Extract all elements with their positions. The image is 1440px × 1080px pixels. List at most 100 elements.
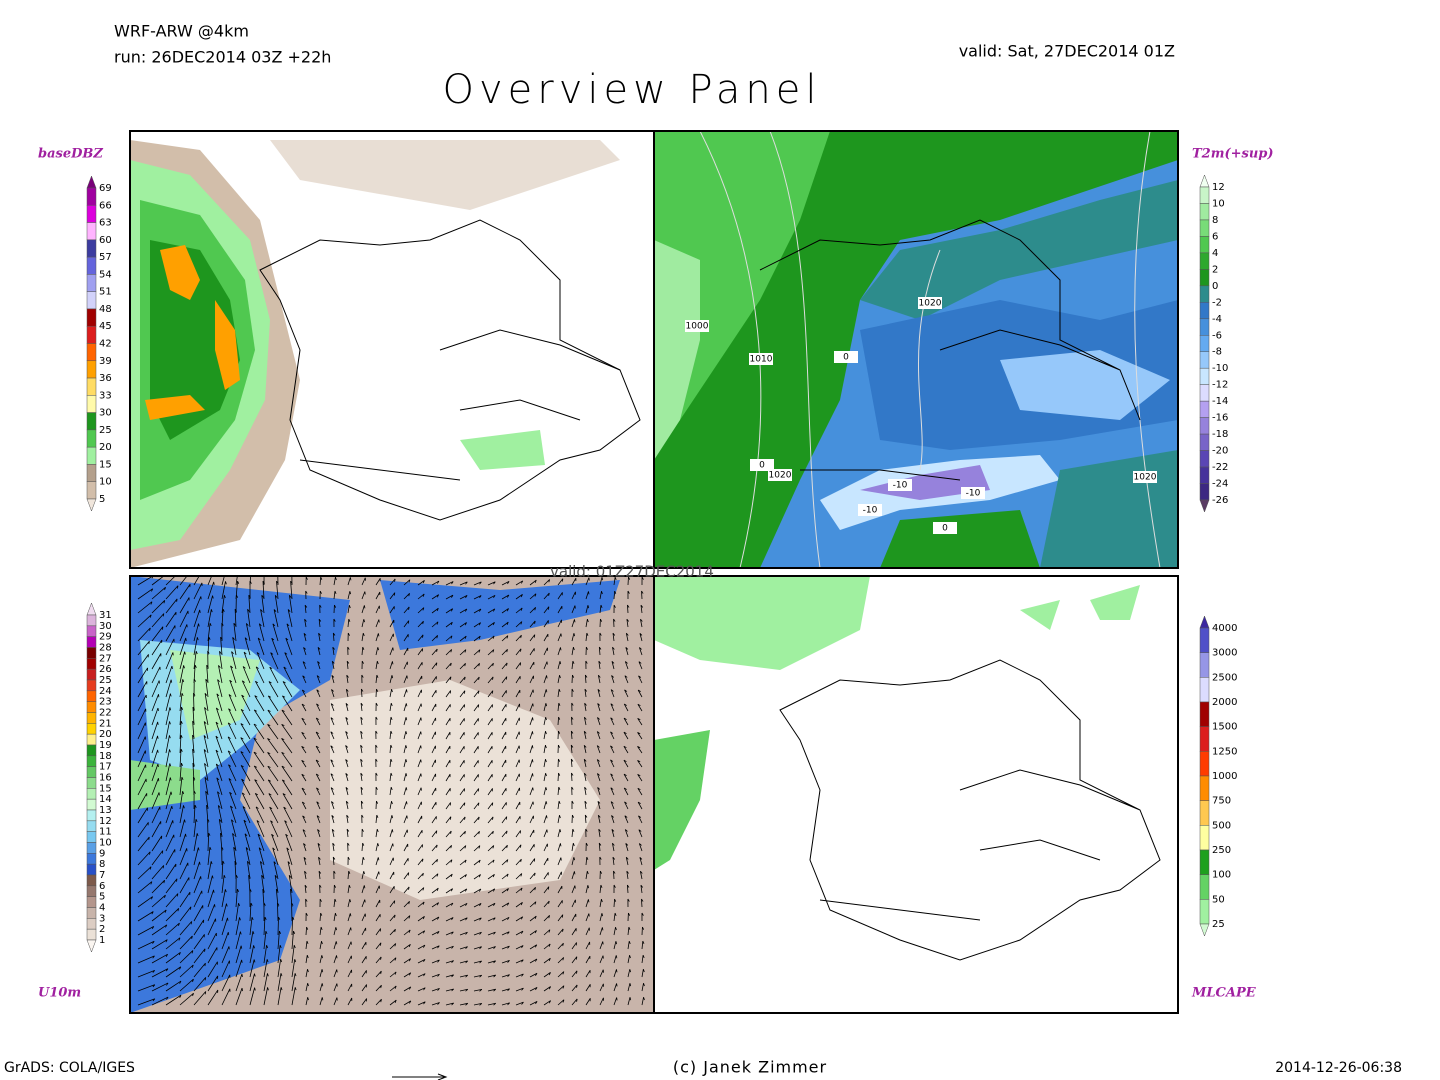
wind-arrow — [501, 1002, 510, 1006]
wind-arrow — [253, 737, 265, 754]
wind-arrow — [319, 604, 322, 614]
wind-arrow — [571, 885, 576, 894]
wind-arrow — [151, 821, 162, 838]
wind-arrow — [179, 637, 187, 656]
colorbar-label: -18 — [1212, 429, 1228, 440]
colorbar-swatch — [86, 874, 97, 887]
wind-arrow — [403, 579, 411, 586]
colorbar-end — [86, 939, 97, 953]
wind-arrow — [179, 762, 183, 782]
colorbar-label: 63 — [99, 218, 112, 229]
wind-arrow — [347, 955, 352, 964]
wind-arrow — [230, 665, 237, 684]
wind-arrow — [431, 973, 440, 978]
wind-arrow — [137, 614, 152, 628]
wind-arrow — [543, 606, 550, 614]
wind-arrow — [623, 703, 629, 712]
wind-arrow — [473, 676, 480, 684]
wind-arrow — [333, 912, 337, 922]
wind-arrow — [361, 984, 368, 992]
wind-arrow — [375, 984, 382, 992]
colorbar-label: 10 — [1212, 198, 1225, 209]
wind-arrow — [515, 830, 521, 838]
wind-arrow — [263, 959, 269, 978]
wind-arrow — [417, 620, 424, 628]
wind-arrow — [557, 688, 561, 698]
wind-arrow — [375, 885, 380, 894]
wind-arrow — [543, 675, 548, 684]
colorbar-swatch — [86, 636, 97, 648]
wind-arrow — [623, 787, 629, 796]
wind-arrow — [389, 606, 395, 614]
wind-arrow — [487, 974, 497, 978]
wind-arrow — [305, 576, 308, 586]
wind-arrow — [417, 1001, 426, 1006]
wind-arrow — [431, 816, 437, 824]
wind-arrow — [612, 632, 616, 642]
wind-arrow — [389, 900, 396, 908]
wind-arrow — [137, 911, 154, 922]
wind-arrow — [375, 843, 379, 852]
wind-arrow — [445, 1002, 455, 1006]
wind-arrow — [543, 872, 549, 880]
colorbar-label: 66 — [99, 200, 112, 211]
wind-arrow — [459, 649, 467, 656]
wind-arrow — [151, 680, 160, 698]
scale-arrow — [392, 1073, 448, 1080]
wind-arrow — [305, 898, 308, 908]
wind-arrow — [638, 829, 643, 838]
wind-arrow — [543, 773, 547, 782]
wind-arrow — [305, 969, 309, 978]
wind-arrow — [240, 709, 251, 726]
wind-arrow — [585, 605, 590, 614]
wind-arrow — [597, 717, 601, 726]
wind-arrow — [304, 618, 307, 628]
colorbar-label: 1 — [99, 935, 105, 946]
colorbar-label: 25 — [1212, 919, 1225, 930]
wind-arrow — [557, 900, 563, 908]
wind-arrow — [641, 983, 645, 992]
wind-arrow — [543, 915, 551, 922]
wind-arrow — [625, 843, 629, 852]
wind-arrow — [259, 861, 265, 880]
wind-arrow — [315, 731, 321, 740]
colorbar-label: 3000 — [1212, 648, 1237, 659]
wind-arrow — [613, 983, 618, 992]
wind-arrow — [389, 857, 394, 866]
wind-arrow — [403, 943, 411, 950]
wind-arrow — [501, 916, 510, 922]
wind-arrow — [333, 941, 338, 950]
wind-arrow — [319, 884, 322, 894]
wind-arrow — [557, 800, 561, 810]
wind-arrow — [241, 778, 251, 796]
colorbar-label: 2500 — [1212, 672, 1237, 683]
wind-arrow — [557, 647, 562, 656]
wind-arrow — [557, 758, 561, 768]
wind-arrow — [215, 735, 223, 754]
wind-arrow — [501, 902, 510, 908]
wind-arrow — [543, 579, 551, 586]
wind-arrow — [459, 988, 469, 992]
wind-arrow — [571, 828, 575, 838]
wind-arrow — [515, 815, 521, 824]
wind-arrow — [221, 917, 229, 936]
wind-arrow — [571, 928, 577, 936]
wind-arrow — [459, 581, 468, 586]
wind-arrow — [473, 917, 482, 922]
wind-arrow — [332, 842, 335, 852]
wind-arrow — [431, 887, 439, 894]
colorbar-label: -2 — [1212, 297, 1222, 308]
wind-arrow — [515, 787, 521, 796]
wind-arrow — [585, 913, 590, 922]
wind-arrow — [244, 637, 251, 656]
wind-arrow — [389, 971, 397, 978]
colorbar-swatch — [1199, 450, 1210, 468]
wind-arrow — [389, 592, 396, 600]
wind-arrow — [403, 703, 408, 712]
wind-arrow — [361, 856, 365, 866]
wind-arrow — [515, 607, 523, 614]
footer-center: (c) Janek Zimmer — [673, 1058, 827, 1077]
wind-arrow — [431, 916, 440, 922]
wind-arrow — [459, 704, 466, 712]
wind-arrow — [515, 621, 523, 628]
